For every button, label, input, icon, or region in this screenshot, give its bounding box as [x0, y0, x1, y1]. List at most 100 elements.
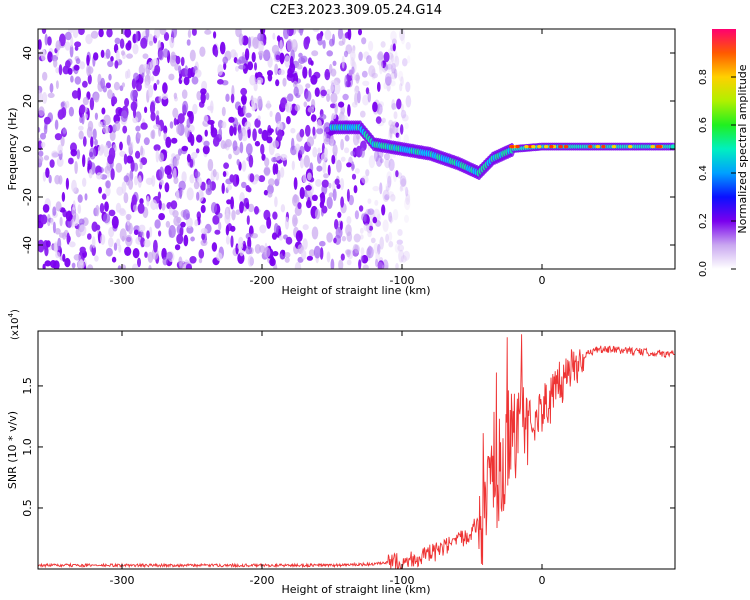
noise-speckle	[205, 92, 210, 101]
noise-speckle	[219, 41, 226, 55]
noise-speckle	[390, 53, 395, 63]
noise-speckle	[381, 60, 387, 69]
noise-speckle	[319, 113, 327, 120]
noise-speckle	[107, 60, 114, 68]
noise-speckle	[272, 32, 276, 40]
noise-speckle	[266, 100, 271, 110]
noise-speckle	[293, 177, 298, 190]
noise-speckle	[252, 36, 260, 49]
noise-speckle	[78, 29, 85, 36]
noise-speckle	[42, 71, 48, 81]
noise-speckle	[118, 244, 122, 253]
noise-speckle	[164, 182, 170, 193]
noise-speckle	[249, 74, 256, 86]
noise-speckle	[108, 73, 112, 81]
noise-speckle	[370, 237, 376, 244]
noise-speckle	[131, 78, 137, 90]
noise-speckle	[105, 48, 111, 59]
noise-speckle	[222, 171, 227, 177]
noise-speckle	[337, 29, 344, 40]
noise-speckle	[316, 165, 323, 172]
noise-speckle	[225, 93, 230, 103]
x-tick-label: 0	[539, 574, 546, 587]
noise-speckle	[358, 205, 364, 212]
noise-speckle	[134, 175, 138, 186]
noise-speckle	[154, 64, 161, 75]
noise-speckle	[373, 243, 379, 254]
noise-speckle	[132, 204, 138, 212]
noise-speckle	[365, 169, 370, 177]
noise-speckle	[191, 76, 199, 85]
noise-speckle	[113, 81, 120, 91]
noise-speckle	[258, 175, 266, 183]
noise-speckle	[101, 193, 107, 200]
noise-speckle	[71, 206, 76, 216]
noise-speckle	[57, 144, 63, 155]
noise-speckle	[240, 87, 248, 96]
noise-speckle	[161, 92, 168, 100]
noise-speckle	[395, 132, 400, 138]
spectrogram-x-ticks: -300 -200 -100 0	[110, 29, 546, 287]
noise-speckle	[266, 216, 272, 229]
noise-speckle	[312, 126, 316, 136]
noise-speckle	[174, 244, 181, 251]
noise-speckle	[173, 157, 179, 167]
y-tick-label: 40	[21, 46, 34, 60]
noise-speckle	[330, 92, 338, 104]
noise-speckle	[377, 260, 385, 269]
noise-speckle	[378, 101, 384, 108]
noise-speckle	[324, 71, 330, 78]
noise-speckle	[94, 139, 98, 146]
noise-speckle	[217, 79, 224, 85]
spectrogram-y-label: Frequency (Hz)	[6, 108, 19, 191]
noise-speckle	[342, 93, 349, 101]
noise-speckle	[385, 63, 393, 70]
x-tick-label: -100	[390, 574, 415, 587]
noise-speckle	[341, 235, 347, 242]
spectrogram-marks	[38, 29, 675, 269]
noise-speckle	[279, 39, 283, 52]
noise-speckle	[395, 170, 399, 178]
noise-speckle	[102, 126, 110, 134]
noise-speckle	[347, 29, 352, 41]
noise-speckle	[248, 154, 254, 168]
noise-speckle	[230, 225, 236, 232]
noise-speckle	[119, 150, 126, 157]
colorbar-label: Normalized spectral amplitude	[736, 64, 749, 233]
noise-speckle	[115, 162, 123, 173]
noise-speckle	[71, 179, 77, 193]
noise-speckle	[108, 209, 116, 217]
noise-speckle	[40, 49, 46, 62]
noise-speckle	[285, 102, 293, 113]
noise-speckle	[392, 120, 399, 128]
noise-speckle	[105, 180, 111, 189]
noise-speckle	[384, 158, 391, 169]
noise-speckle	[146, 230, 150, 239]
noise-speckle	[351, 173, 357, 180]
noise-speckle	[287, 72, 295, 78]
noise-speckle	[247, 255, 254, 267]
noise-speckle	[351, 161, 355, 172]
noise-speckle	[367, 91, 371, 103]
noise-speckle	[389, 123, 394, 134]
noise-speckle	[354, 210, 359, 220]
noise-speckle	[65, 177, 69, 190]
noise-speckle	[316, 127, 324, 135]
noise-speckle	[230, 93, 235, 104]
noise-speckle	[375, 155, 383, 167]
noise-speckle	[350, 56, 355, 68]
noise-speckle	[48, 174, 52, 184]
noise-speckle	[216, 252, 223, 261]
noise-speckle	[41, 29, 47, 34]
x-tick-label: -300	[110, 574, 135, 587]
figure-title: C2E3.2023.309.05.24.G14	[270, 3, 442, 18]
noise-speckle	[245, 143, 253, 156]
noise-speckle	[267, 73, 273, 82]
noise-speckle	[54, 119, 59, 130]
noise-speckle	[400, 109, 407, 119]
noise-speckle	[405, 81, 411, 93]
noise-speckle	[391, 121, 396, 127]
noise-speckle	[360, 177, 366, 186]
noise-speckle	[307, 172, 312, 181]
noise-speckle	[388, 119, 394, 127]
